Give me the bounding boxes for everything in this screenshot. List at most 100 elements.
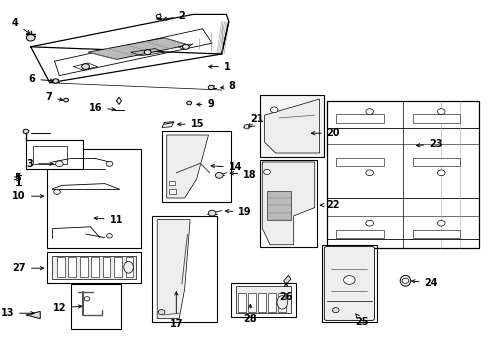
- Bar: [71, 284, 121, 329]
- Circle shape: [158, 310, 164, 315]
- Polygon shape: [262, 162, 314, 245]
- Circle shape: [208, 210, 216, 216]
- Circle shape: [53, 79, 58, 83]
- Text: 9: 9: [196, 99, 214, 109]
- Text: 27: 27: [12, 263, 43, 273]
- Polygon shape: [157, 220, 190, 319]
- Text: 6: 6: [29, 74, 53, 84]
- Circle shape: [208, 85, 214, 90]
- Bar: [412, 230, 459, 238]
- Text: 10: 10: [12, 191, 43, 201]
- Circle shape: [84, 297, 90, 301]
- Bar: [321, 245, 376, 322]
- Text: 21: 21: [248, 114, 263, 127]
- Bar: [412, 158, 459, 166]
- Circle shape: [365, 170, 373, 176]
- Bar: [248, 293, 256, 312]
- Circle shape: [106, 234, 112, 238]
- Text: 11: 11: [94, 215, 122, 225]
- Text: 13: 13: [0, 308, 34, 318]
- Bar: [169, 181, 175, 185]
- Circle shape: [63, 98, 68, 102]
- Text: 15: 15: [177, 119, 203, 129]
- Text: 20: 20: [311, 128, 340, 138]
- Circle shape: [365, 220, 373, 226]
- Bar: [236, 286, 290, 313]
- Bar: [169, 189, 176, 194]
- Bar: [259, 95, 324, 157]
- Polygon shape: [166, 135, 208, 198]
- Bar: [258, 293, 265, 312]
- Bar: [26, 140, 83, 169]
- Circle shape: [26, 35, 35, 41]
- Bar: [231, 283, 295, 317]
- Bar: [91, 257, 99, 277]
- Bar: [47, 149, 140, 248]
- Text: 24: 24: [411, 278, 437, 288]
- Ellipse shape: [277, 296, 287, 309]
- Circle shape: [156, 14, 161, 18]
- Bar: [238, 293, 245, 312]
- Text: 14: 14: [211, 162, 242, 172]
- Bar: [52, 256, 136, 279]
- Text: 5: 5: [14, 173, 20, 183]
- Circle shape: [332, 308, 338, 313]
- Circle shape: [81, 64, 89, 69]
- Bar: [336, 114, 383, 123]
- Text: 8: 8: [220, 81, 235, 91]
- Circle shape: [401, 278, 408, 283]
- Bar: [259, 160, 317, 247]
- Bar: [33, 146, 66, 164]
- Circle shape: [437, 220, 444, 226]
- Bar: [412, 114, 459, 123]
- Circle shape: [270, 107, 277, 113]
- Circle shape: [437, 109, 444, 114]
- Text: 1: 1: [208, 62, 230, 72]
- Bar: [336, 158, 383, 166]
- Text: 26: 26: [279, 283, 292, 302]
- Text: 28: 28: [243, 305, 257, 324]
- Bar: [80, 257, 87, 277]
- Text: 23: 23: [416, 139, 442, 149]
- Bar: [68, 257, 76, 277]
- Text: 12: 12: [53, 303, 81, 313]
- Bar: [278, 293, 285, 312]
- Circle shape: [343, 276, 354, 284]
- Circle shape: [215, 172, 223, 178]
- Text: 25: 25: [355, 314, 368, 327]
- Bar: [268, 293, 276, 312]
- Circle shape: [244, 125, 249, 129]
- Polygon shape: [26, 311, 40, 319]
- FancyBboxPatch shape: [324, 247, 374, 320]
- Bar: [162, 131, 231, 202]
- Bar: [125, 257, 133, 277]
- Polygon shape: [283, 275, 290, 284]
- Text: 4: 4: [12, 18, 30, 34]
- Bar: [57, 257, 64, 277]
- Text: 18: 18: [230, 170, 256, 180]
- Bar: [47, 252, 140, 283]
- Text: 22: 22: [320, 200, 340, 210]
- Text: 16: 16: [89, 103, 115, 113]
- Bar: [336, 230, 383, 238]
- Bar: [102, 257, 110, 277]
- Bar: [266, 191, 290, 220]
- Bar: [114, 257, 122, 277]
- Polygon shape: [264, 99, 319, 153]
- Circle shape: [106, 161, 113, 166]
- Text: 2: 2: [163, 11, 185, 21]
- Text: 3: 3: [26, 159, 53, 169]
- Text: 17: 17: [169, 292, 183, 329]
- Circle shape: [182, 44, 189, 49]
- Circle shape: [186, 101, 191, 105]
- Text: 7: 7: [45, 92, 62, 102]
- Circle shape: [263, 170, 270, 175]
- Ellipse shape: [123, 261, 133, 273]
- Circle shape: [144, 50, 151, 55]
- Polygon shape: [88, 38, 188, 59]
- Circle shape: [56, 161, 63, 167]
- Circle shape: [23, 129, 29, 134]
- Circle shape: [54, 189, 60, 194]
- Circle shape: [365, 109, 373, 114]
- Text: 19: 19: [225, 207, 251, 217]
